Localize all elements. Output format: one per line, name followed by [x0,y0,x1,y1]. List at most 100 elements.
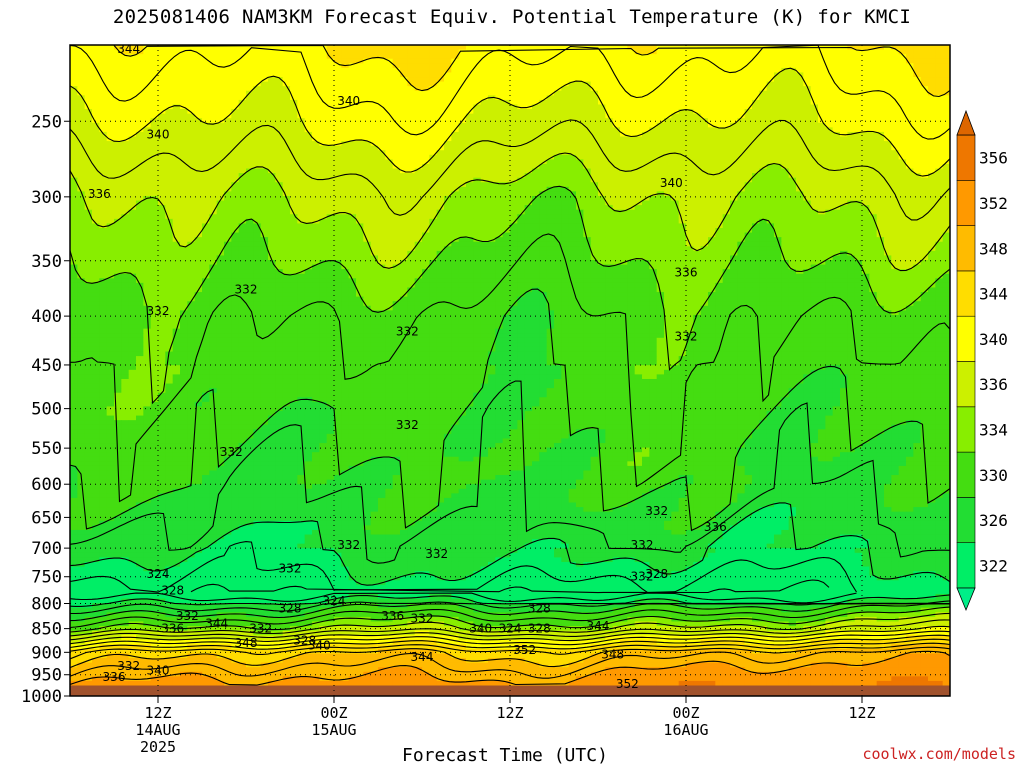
field-cell [701,132,709,137]
field-cell [371,223,379,228]
field-cell [165,50,173,55]
field-cell [657,169,665,174]
field-cell [180,77,188,82]
field-cell [444,178,452,183]
field-cell [789,72,797,77]
field-cell [363,205,371,210]
field-cell [613,219,621,224]
field-cell [305,95,313,100]
field-cell [429,50,437,55]
field-cell [77,233,85,238]
field-cell [532,228,540,233]
field-cell [671,82,679,87]
field-cell [569,95,577,100]
field-cell [906,223,914,228]
field-cell [649,146,657,151]
field-cell [862,201,870,206]
field-cell [723,191,731,196]
field-cell [737,127,745,132]
field-cell [657,45,665,50]
field-cell [312,59,320,64]
field-cell [356,68,364,73]
field-cell [378,233,386,238]
field-cell [913,146,921,151]
field-cell [261,155,269,160]
field-cell [158,100,166,105]
field-cell [928,68,936,73]
field-cell [627,187,635,192]
field-cell [217,187,225,192]
field-cell [165,169,173,174]
field-cell [85,95,93,100]
field-cell [774,95,782,100]
field-cell [825,219,833,224]
field-cell [635,59,643,64]
field-cell [429,233,437,238]
field-cell [180,123,188,128]
field-cell [356,159,364,164]
field-cell [275,118,283,123]
field-cell [180,100,188,105]
field-cell [371,127,379,132]
field-cell [407,63,415,68]
field-cell [635,150,643,155]
field-cell [451,223,459,228]
field-cell [818,109,826,114]
field-cell [481,196,489,201]
field-cell [371,178,379,183]
field-cell [935,214,943,219]
field-cell [730,72,738,77]
field-cell [598,233,606,238]
field-cell [664,82,672,87]
field-cell [136,169,144,174]
field-cell [642,82,650,87]
field-cell [598,205,606,210]
field-cell [679,114,687,119]
field-cell [635,159,643,164]
field-cell [869,173,877,178]
field-cell [180,127,188,132]
field-cell [173,118,181,123]
field-cell [576,54,584,59]
field-cell [378,114,386,119]
field-cell [811,77,819,82]
field-cell [481,191,489,196]
field-cell [774,201,782,206]
field-cell [407,178,415,183]
field-cell [613,86,621,91]
field-cell [261,127,269,132]
field-cell [708,159,716,164]
field-cell [495,191,503,196]
field-cell [613,150,621,155]
field-cell [209,137,217,142]
field-cell [114,201,122,206]
field-cell [825,146,833,151]
field-cell [312,214,320,219]
field-cell [671,132,679,137]
field-cell [708,164,716,169]
field-cell [488,210,496,215]
field-cell [635,95,643,100]
field-cell [224,178,232,183]
field-cell [371,118,379,123]
field-cell [297,187,305,192]
field-cell [935,100,943,105]
field-cell [517,86,525,91]
field-cell [180,91,188,96]
field-cell [539,228,547,233]
field-cell [246,228,254,233]
field-cell [833,63,841,68]
field-cell [679,72,687,77]
field-cell [693,127,701,132]
field-cell [231,150,239,155]
field-cell [195,59,203,64]
field-cell [803,223,811,228]
field-cell [224,127,232,132]
field-cell [341,54,349,59]
field-cell [239,191,247,196]
field-cell [393,223,401,228]
field-cell [862,63,870,68]
field-cell [275,91,283,96]
field-cell [473,72,481,77]
field-cell [591,50,599,55]
